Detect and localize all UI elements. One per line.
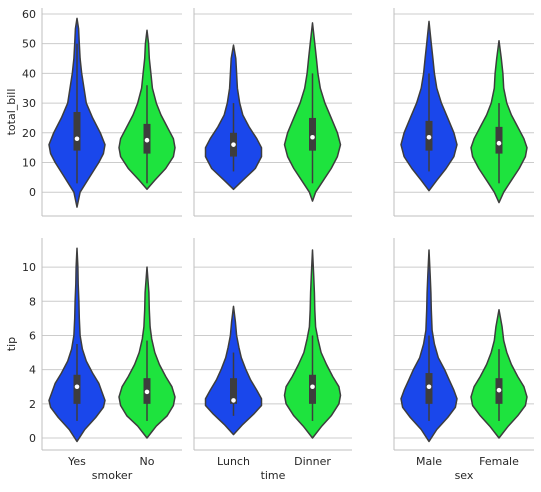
y-tick-label: 8 — [29, 295, 36, 308]
y-tick-label: 6 — [29, 329, 36, 342]
y-axis-title: total_bill — [5, 89, 18, 136]
panel-2 — [393, 8, 534, 217]
panel-1 — [193, 8, 352, 217]
median-point — [144, 389, 150, 395]
x-tick-label: Male — [416, 455, 442, 468]
median-point — [74, 384, 80, 390]
y-tick-label: 20 — [22, 127, 36, 140]
median-point — [74, 136, 80, 142]
y-tick-label: 60 — [22, 8, 36, 21]
iqr-box — [73, 112, 81, 151]
x-tick-label: Yes — [67, 455, 86, 468]
y-tick-label: 40 — [22, 67, 36, 80]
x-axis-title: sex — [455, 469, 474, 482]
x-axis-title: time — [261, 469, 286, 482]
y-tick-label: 10 — [22, 157, 36, 170]
y-tick-label: 2 — [29, 398, 36, 411]
y-axis-title: tip — [5, 337, 18, 351]
median-point — [310, 134, 315, 140]
x-axis-title: smoker — [92, 469, 133, 482]
iqr-box — [495, 126, 503, 154]
iqr-box — [230, 378, 237, 404]
median-point — [231, 398, 236, 403]
y-tick-label: 10 — [22, 261, 36, 274]
iqr-box — [309, 117, 316, 151]
panel-4 — [193, 238, 352, 451]
x-tick-label: Female — [479, 455, 519, 468]
y-tick-label: 4 — [29, 364, 36, 377]
median-point — [426, 134, 432, 140]
y-tick-label: 0 — [29, 432, 36, 445]
x-tick-label: No — [140, 455, 155, 468]
y-tick-label: 0 — [29, 186, 36, 199]
median-point — [496, 140, 502, 146]
panel-0 — [41, 8, 182, 217]
median-point — [496, 387, 502, 393]
median-point — [231, 142, 236, 147]
iqr-box — [73, 374, 81, 404]
panel-5 — [393, 238, 534, 451]
median-point — [310, 384, 315, 390]
x-tick-label: Lunch — [217, 455, 250, 468]
median-point — [144, 137, 150, 143]
panel-3 — [41, 238, 182, 451]
y-tick-label: 50 — [22, 38, 36, 51]
iqr-box — [309, 374, 316, 404]
y-tick-label: 30 — [22, 97, 36, 110]
x-tick-label: Dinner — [294, 455, 331, 468]
median-point — [426, 384, 432, 390]
